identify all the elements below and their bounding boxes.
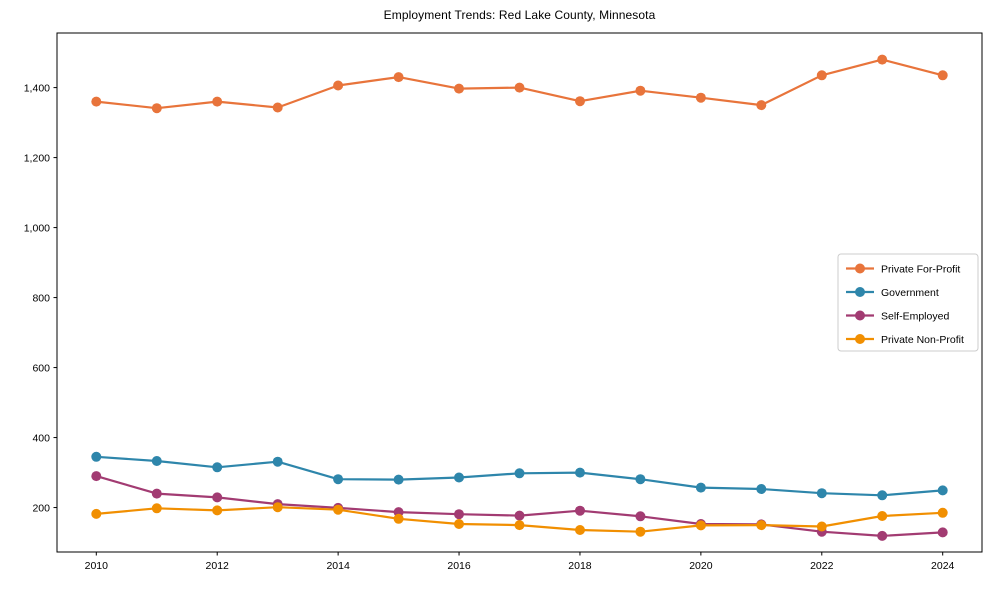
x-tick-label: 2020	[689, 560, 713, 572]
y-tick-label: 800	[32, 292, 50, 304]
legend-box	[837, 253, 979, 352]
data-point-marker	[333, 474, 344, 485]
data-point-marker	[212, 505, 223, 516]
x-tick-label: 2024	[931, 560, 955, 572]
x-tick-label: 2016	[447, 560, 471, 572]
legend-label: Private For-Profit	[881, 263, 960, 275]
data-point-marker	[454, 472, 464, 483]
x-tick-label: 2012	[206, 560, 230, 572]
data-point-marker	[454, 519, 464, 529]
data-point-marker	[756, 100, 767, 111]
data-point-marker	[514, 520, 525, 531]
x-tick-label: 2018	[568, 560, 592, 572]
data-point-marker	[756, 484, 767, 494]
data-point-marker	[877, 490, 888, 501]
data-point-marker	[91, 451, 102, 462]
legend-marker	[855, 310, 865, 321]
data-point-marker	[91, 508, 102, 519]
data-point-marker	[816, 70, 827, 81]
data-point-marker	[937, 70, 948, 81]
data-point-marker	[635, 526, 646, 537]
data-point-marker	[575, 96, 585, 107]
legend-marker	[855, 287, 865, 297]
data-point-marker	[635, 85, 646, 96]
data-point-marker	[937, 485, 948, 496]
data-point-marker	[575, 525, 585, 535]
data-point-marker	[212, 492, 223, 503]
data-point-marker	[816, 521, 827, 532]
data-point-marker	[151, 503, 162, 514]
legend-label: Self-Employed	[881, 310, 949, 322]
data-point-marker	[91, 96, 102, 107]
y-tick-label: 1,000	[24, 222, 50, 234]
y-tick-label: 200	[32, 502, 50, 514]
data-point-marker	[272, 102, 283, 113]
data-point-marker	[514, 82, 525, 93]
legend-marker	[855, 263, 865, 274]
data-point-marker	[514, 468, 525, 479]
data-point-marker	[151, 456, 162, 466]
data-point-marker	[91, 471, 102, 482]
data-point-marker	[937, 527, 948, 538]
legend-label: Government	[881, 287, 939, 299]
y-tick-label: 600	[32, 362, 50, 374]
data-point-marker	[151, 488, 162, 499]
data-point-marker	[877, 54, 888, 65]
data-point-marker	[877, 511, 888, 521]
data-point-marker	[575, 505, 585, 516]
data-point-marker	[514, 510, 525, 521]
x-tick-label: 2010	[85, 560, 109, 572]
data-point-marker	[393, 474, 404, 485]
data-point-marker	[635, 474, 646, 485]
legend-marker	[855, 334, 865, 344]
data-point-marker	[695, 520, 706, 531]
data-point-marker	[151, 103, 162, 114]
legend-label: Private Non-Profit	[881, 334, 964, 346]
data-point-marker	[756, 520, 767, 531]
data-point-marker	[212, 96, 223, 107]
y-tick-label: 400	[32, 432, 50, 444]
data-point-marker	[272, 502, 283, 513]
y-tick-label: 1,400	[24, 82, 50, 94]
data-point-marker	[333, 80, 344, 91]
data-point-marker	[212, 462, 223, 473]
data-point-marker	[393, 513, 404, 524]
data-point-marker	[877, 530, 888, 541]
x-tick-label: 2014	[326, 560, 350, 572]
data-point-marker	[393, 72, 404, 83]
data-point-marker	[635, 511, 646, 522]
data-point-marker	[816, 488, 827, 499]
y-tick-label: 1,200	[24, 152, 50, 164]
data-point-marker	[937, 507, 948, 518]
chart-title: Employment Trends: Red Lake County, Minn…	[383, 8, 656, 22]
data-point-marker	[272, 456, 283, 467]
plot-area	[56, 32, 983, 553]
data-point-marker	[333, 504, 344, 515]
x-tick-label: 2022	[810, 560, 834, 572]
data-point-marker	[454, 509, 464, 520]
data-point-marker	[695, 92, 706, 103]
data-point-marker	[454, 83, 464, 94]
data-point-marker	[575, 467, 585, 478]
data-point-marker	[695, 482, 706, 493]
